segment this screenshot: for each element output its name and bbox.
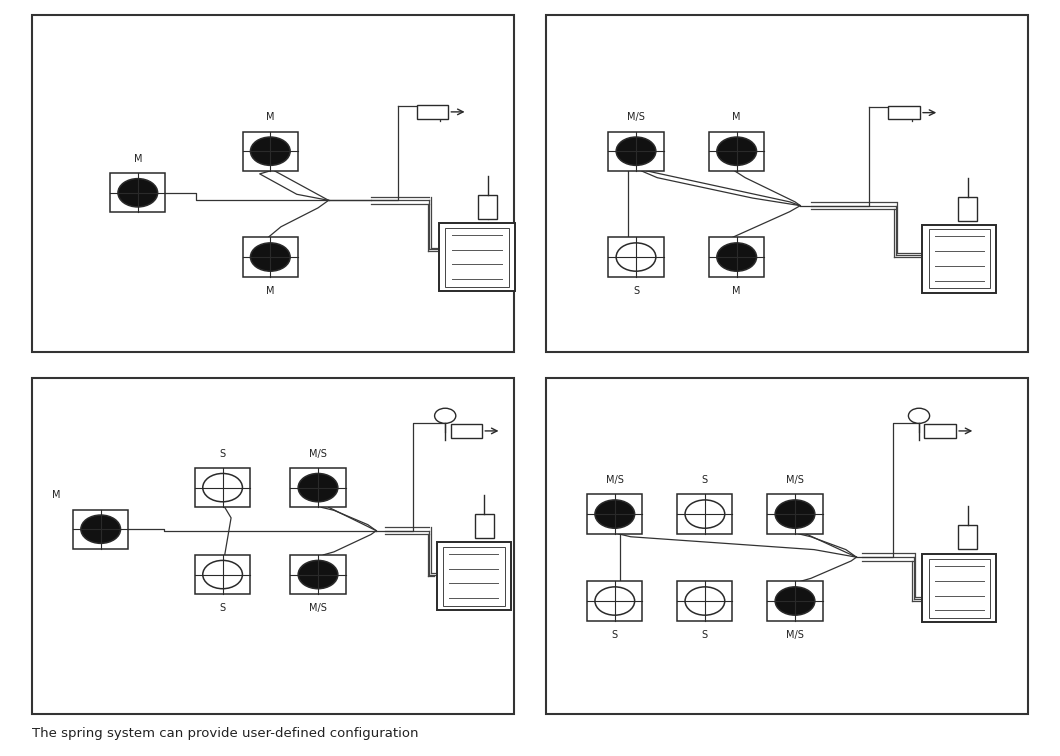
Bar (958, 525, 977, 549)
Text: M: M (134, 154, 142, 164)
Bar (958, 197, 977, 221)
Text: S: S (702, 630, 708, 640)
Circle shape (775, 587, 815, 615)
Text: M: M (732, 286, 741, 296)
Circle shape (250, 137, 290, 166)
Bar (709, 132, 764, 171)
Bar (32, 378, 514, 714)
Bar (677, 494, 732, 534)
Text: S: S (219, 603, 226, 613)
Circle shape (202, 560, 243, 589)
Bar (546, 378, 1028, 714)
Bar (924, 424, 956, 438)
Bar (677, 581, 732, 621)
Bar (290, 555, 346, 594)
Bar (73, 510, 128, 549)
Bar (290, 468, 346, 507)
Circle shape (717, 243, 757, 271)
Bar (417, 105, 448, 119)
Bar (922, 225, 996, 293)
Bar (929, 559, 990, 618)
Bar (443, 547, 505, 606)
Text: S: S (219, 449, 226, 459)
Bar (929, 229, 990, 288)
Bar (195, 555, 250, 594)
Circle shape (118, 178, 158, 207)
Bar (767, 581, 823, 621)
Bar (32, 15, 514, 352)
Bar (478, 195, 497, 219)
Text: S: S (702, 476, 708, 485)
Bar (587, 581, 642, 621)
Circle shape (298, 560, 338, 589)
Circle shape (435, 408, 456, 423)
Bar (767, 494, 823, 534)
Bar (195, 468, 250, 507)
Text: M: M (266, 113, 275, 122)
Circle shape (595, 500, 635, 528)
Text: M: M (266, 286, 275, 296)
Circle shape (685, 500, 725, 528)
Bar (450, 424, 482, 438)
Bar (445, 228, 509, 287)
Circle shape (616, 137, 656, 166)
Bar (110, 173, 165, 212)
Circle shape (908, 408, 930, 423)
Circle shape (202, 473, 243, 502)
Bar (437, 542, 511, 610)
Circle shape (250, 243, 290, 271)
Bar (475, 514, 494, 538)
Circle shape (717, 137, 757, 166)
Bar (709, 237, 764, 277)
Bar (243, 132, 298, 171)
Text: S: S (633, 286, 639, 296)
Bar (546, 15, 1028, 352)
Bar (888, 106, 920, 119)
Circle shape (595, 587, 635, 615)
Circle shape (616, 243, 656, 271)
Bar (439, 223, 515, 291)
Bar (243, 237, 298, 277)
Circle shape (298, 473, 338, 502)
Bar (608, 237, 664, 277)
Circle shape (81, 515, 121, 544)
Bar (922, 554, 996, 622)
Circle shape (775, 500, 815, 528)
Text: M/S: M/S (606, 476, 623, 485)
Bar (608, 132, 664, 171)
Text: M/S: M/S (310, 449, 326, 459)
Circle shape (685, 587, 725, 615)
Text: The spring system can provide user-defined configuration: The spring system can provide user-defin… (32, 727, 419, 740)
Text: M/S: M/S (787, 476, 803, 485)
Text: M/S: M/S (787, 630, 803, 640)
Bar (587, 494, 642, 534)
Text: M: M (52, 491, 60, 500)
Text: M: M (732, 113, 741, 122)
Text: M/S: M/S (628, 113, 644, 122)
Text: S: S (612, 630, 618, 640)
Text: M/S: M/S (310, 603, 326, 613)
